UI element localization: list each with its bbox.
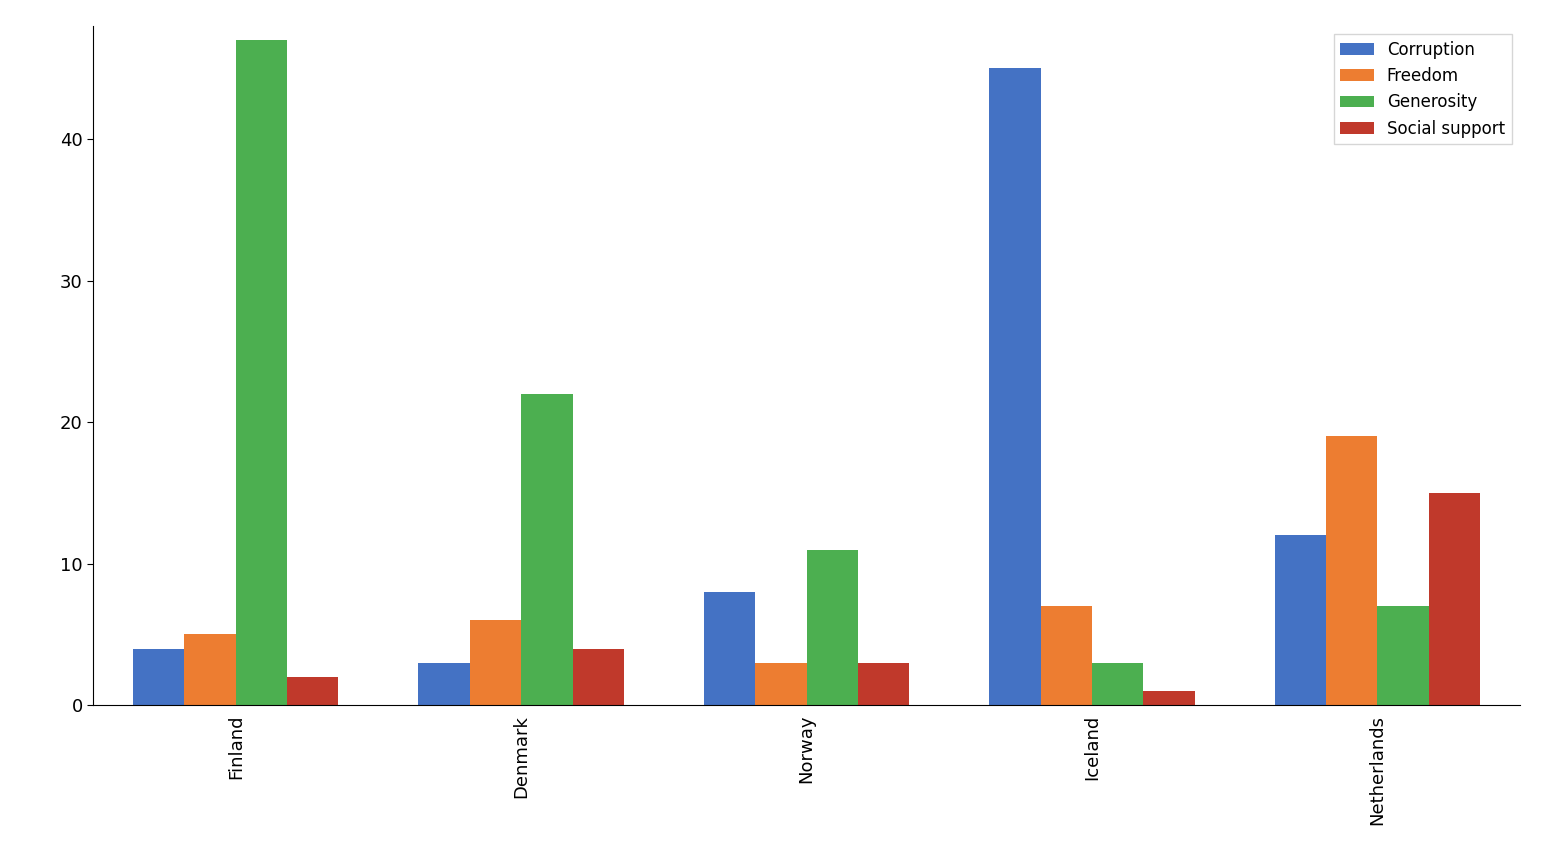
Bar — [755, 663, 807, 705]
Bar — [521, 394, 572, 705]
Bar — [1092, 663, 1143, 705]
Bar — [287, 677, 338, 705]
Legend: Corruption, Freedom, Generosity, Social support: Corruption, Freedom, Generosity, Social … — [1334, 34, 1512, 144]
Bar — [185, 635, 236, 705]
Bar — [1041, 606, 1092, 705]
Bar — [704, 592, 755, 705]
Bar — [236, 40, 287, 705]
Bar — [1377, 606, 1428, 705]
Bar — [1143, 691, 1194, 705]
Bar — [419, 663, 470, 705]
Bar — [133, 648, 185, 705]
Bar — [807, 550, 858, 705]
Bar — [1428, 493, 1480, 705]
Bar — [858, 663, 909, 705]
Bar — [572, 648, 624, 705]
Bar — [470, 620, 521, 705]
Bar — [1326, 436, 1377, 705]
Bar — [1275, 535, 1326, 705]
Bar — [990, 68, 1041, 705]
